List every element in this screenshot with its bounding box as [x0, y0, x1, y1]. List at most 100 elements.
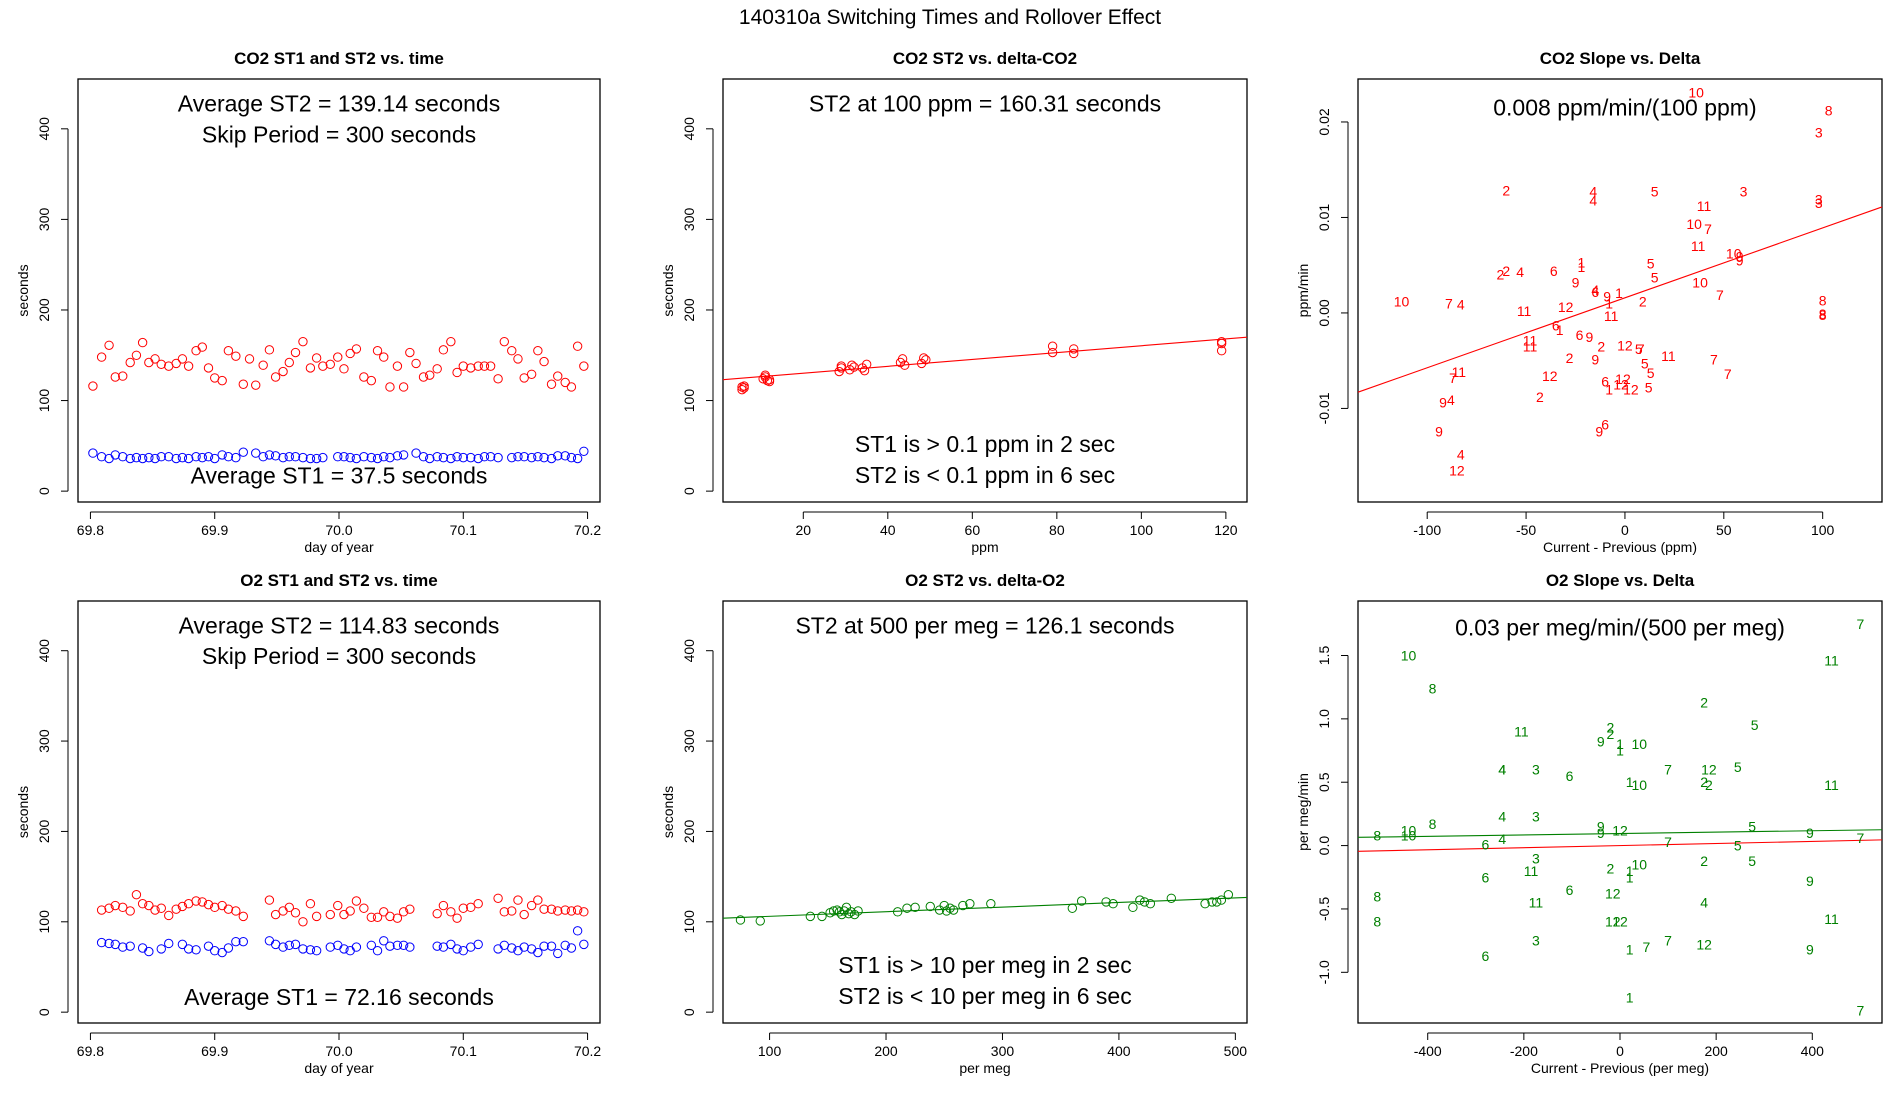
data-label: 4 — [1516, 264, 1524, 280]
data-point — [513, 895, 523, 905]
data-point — [177, 901, 188, 912]
x-tick-label: 70.2 — [574, 1043, 601, 1059]
data-point — [284, 902, 294, 913]
data-point — [197, 342, 207, 352]
y-tick-label: 0 — [36, 487, 52, 495]
x-axis-label: per meg — [959, 1060, 1010, 1076]
data-label: 11 — [1517, 303, 1532, 319]
data-point — [438, 452, 449, 463]
data-point — [305, 899, 316, 909]
data-point — [264, 345, 275, 355]
data-point — [1108, 899, 1118, 909]
data-label: 7 — [1856, 1002, 1864, 1018]
data-point — [258, 360, 268, 370]
panel-co2_time: CO2 ST1 and ST2 vs. time 69.8 69.9 70.0 70.1… — [15, 49, 601, 555]
data-label: 9 — [1597, 819, 1605, 835]
data-point — [1216, 338, 1227, 349]
data-point — [164, 938, 174, 949]
data-point — [452, 452, 462, 462]
data-point — [177, 354, 188, 364]
y-tick-label: 300 — [36, 729, 52, 753]
data-point — [351, 942, 362, 952]
plot-title: O2 ST2 vs. delta-O2 — [905, 571, 1065, 590]
data-point — [1135, 895, 1145, 905]
data-point — [351, 344, 362, 354]
plot-title: O2 Slope vs. Delta — [1546, 571, 1695, 590]
data-point — [118, 452, 128, 462]
data-point — [539, 941, 549, 951]
annotation: ST2 is < 10 per meg in 6 sec — [838, 983, 1131, 1009]
data-point — [318, 361, 328, 371]
data-point — [339, 364, 349, 374]
data-label: 5 — [1635, 341, 1643, 357]
x-tick-label: 70.1 — [450, 1043, 477, 1059]
y-tick-label: 300 — [36, 208, 52, 232]
data-point — [579, 446, 589, 456]
data-point — [217, 900, 227, 911]
data-point — [385, 911, 395, 922]
data-point — [125, 906, 135, 916]
x-tick-label: 60 — [965, 522, 981, 538]
data-label: 11 — [1452, 364, 1467, 380]
data-point — [144, 452, 154, 463]
data-label: 8 — [1373, 827, 1381, 843]
data-label: 10 — [1726, 246, 1742, 262]
y-tick-label: 1.0 — [1316, 709, 1332, 729]
data-point — [311, 353, 322, 363]
data-point — [284, 452, 294, 462]
annotation: 0.008 ppm/min/(100 ppm) — [1493, 95, 1756, 121]
data-point — [900, 360, 910, 370]
y-tick-label: -0.01 — [1316, 392, 1332, 424]
data-point — [553, 948, 563, 959]
data-point — [485, 361, 496, 371]
data-point — [526, 452, 537, 463]
data-point — [513, 452, 523, 462]
data-point — [183, 944, 194, 954]
data-label: 5 — [1651, 270, 1659, 286]
plot-frame — [722, 78, 1248, 503]
data-point — [345, 906, 355, 916]
data-point — [110, 900, 120, 911]
data-point — [519, 452, 529, 462]
data-point — [366, 912, 377, 922]
data-label: 12 — [1623, 381, 1639, 397]
data-label: 1 — [1615, 285, 1623, 301]
data-point — [1166, 893, 1177, 903]
data-point — [270, 372, 281, 382]
data-label: 11 — [1523, 333, 1538, 349]
data-point — [191, 452, 201, 462]
data-label: 5 — [1651, 184, 1659, 200]
data-label: 6 — [1481, 948, 1489, 964]
data-label: 8 — [1373, 888, 1381, 904]
y-tick-label: -1.0 — [1316, 960, 1332, 984]
data-label: 5 — [1641, 356, 1649, 372]
data-point — [755, 916, 765, 926]
data-point — [560, 377, 570, 388]
data-label: 7 — [1704, 221, 1712, 237]
data-label: 10 — [1401, 822, 1417, 838]
y-tick-label: 0 — [36, 1008, 52, 1016]
data-point — [379, 936, 389, 946]
data-point — [164, 452, 174, 462]
data-point — [836, 361, 847, 371]
data-label: 8 — [1819, 307, 1827, 323]
data-label: 7 — [1664, 762, 1672, 778]
data-point — [1216, 895, 1227, 905]
series-ST1 — [88, 446, 589, 464]
data-point — [251, 448, 261, 458]
data-point — [805, 911, 816, 922]
data-point — [458, 903, 468, 913]
data-point — [499, 907, 509, 917]
data-point — [533, 947, 543, 958]
x-tick-label: 100 — [1811, 522, 1835, 538]
data-point — [333, 352, 343, 362]
data-point — [546, 453, 557, 464]
data-point — [264, 895, 275, 905]
y-tick-label: 200 — [681, 820, 697, 844]
data-label: 9 — [1595, 423, 1603, 439]
x-tick-label: 69.9 — [201, 522, 228, 538]
data-label: 2 — [1606, 860, 1614, 876]
y-tick-label: 400 — [36, 639, 52, 663]
data-point — [817, 911, 827, 922]
data-point — [359, 372, 369, 382]
